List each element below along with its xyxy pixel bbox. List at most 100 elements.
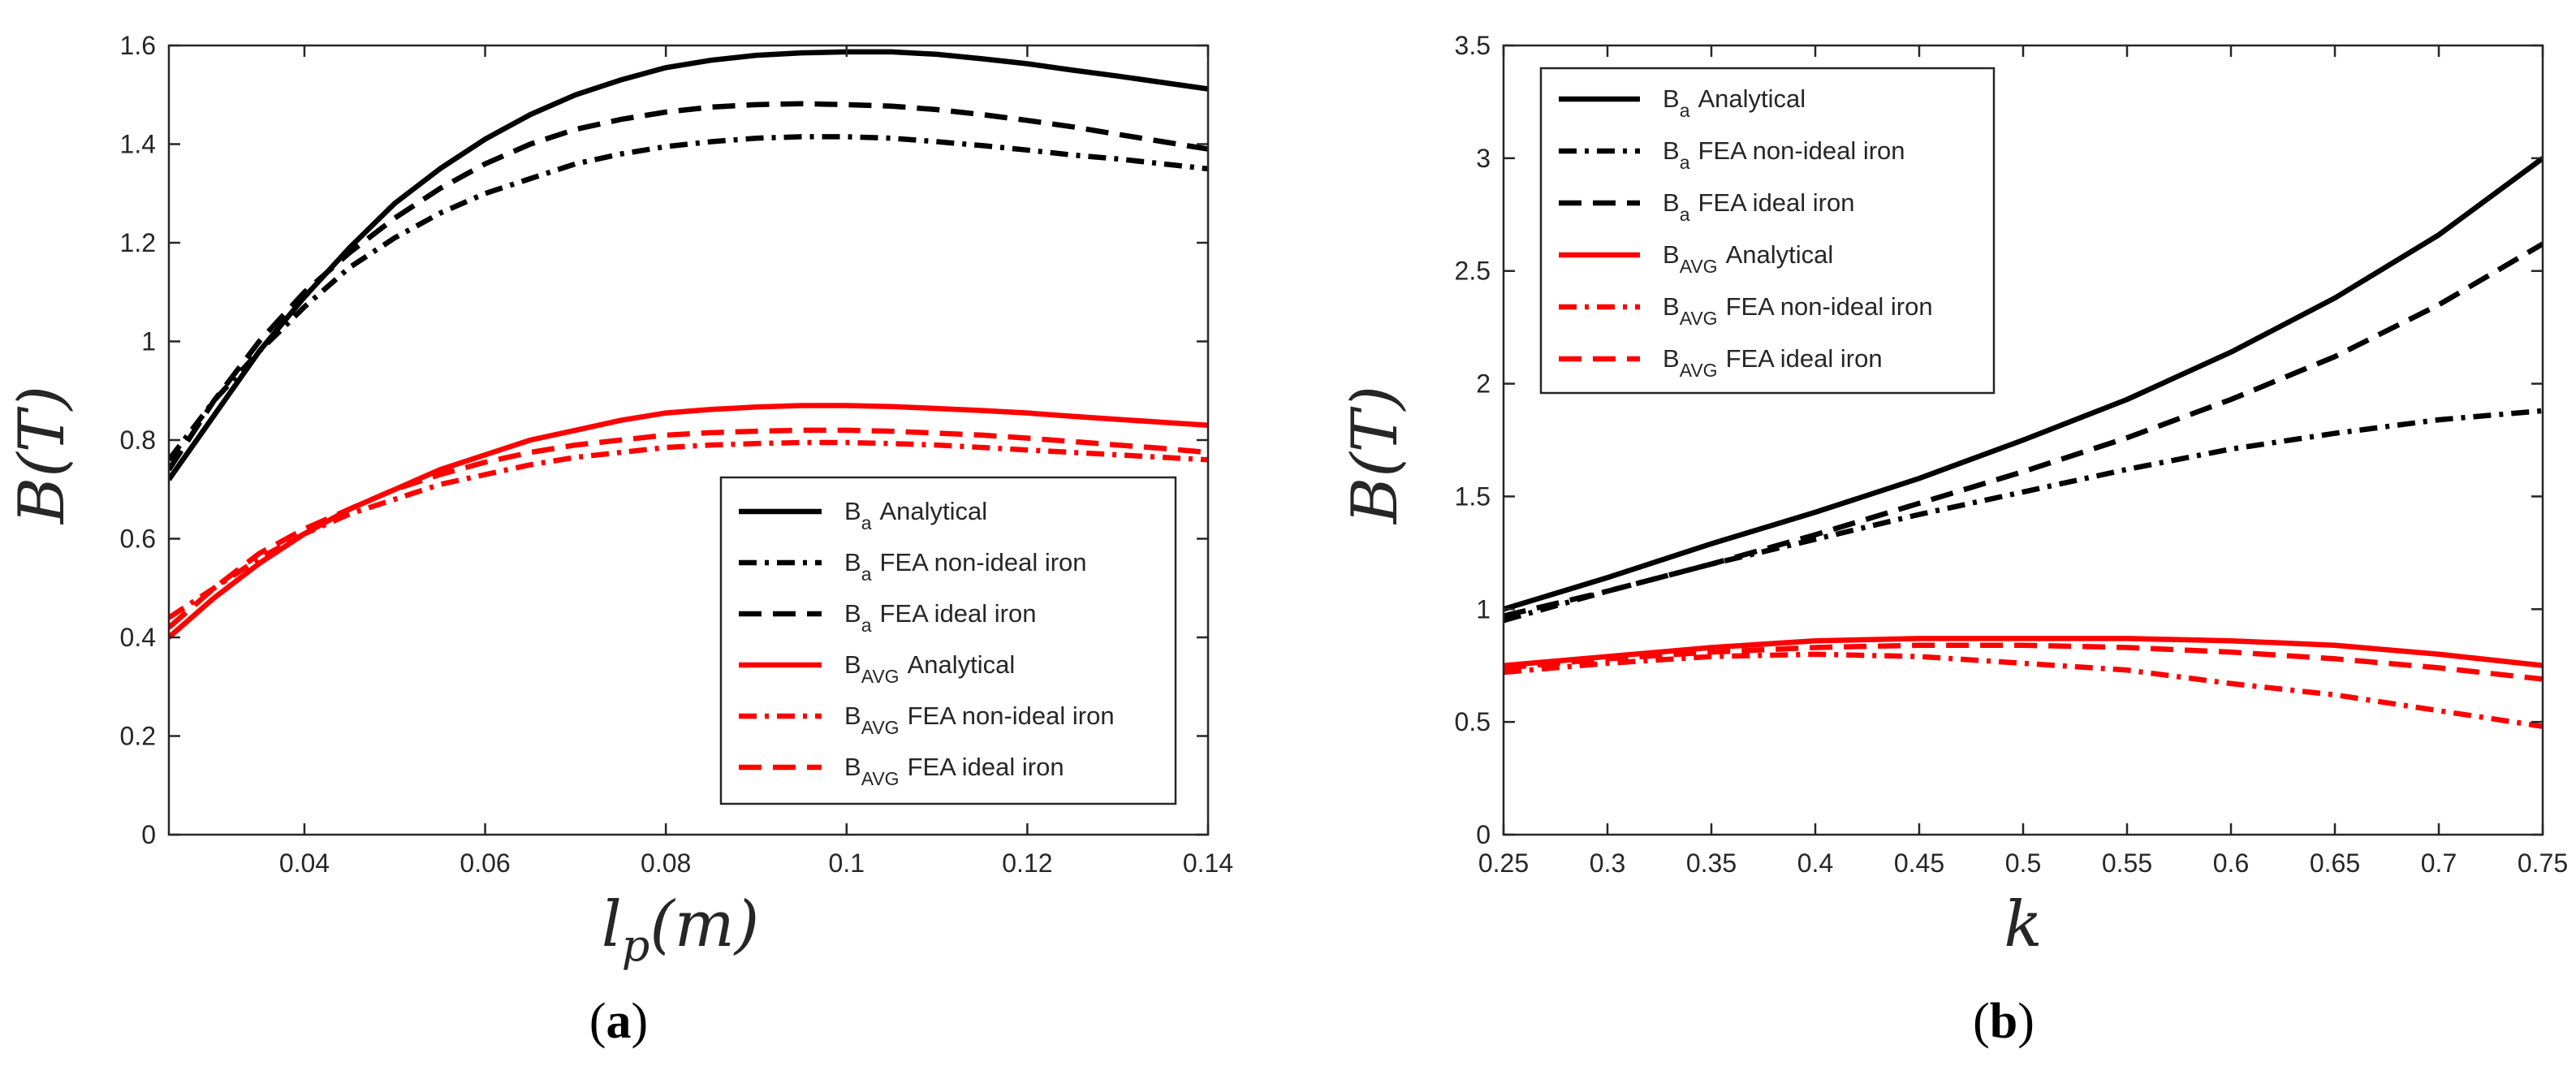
legend-box — [719, 476, 1177, 805]
legend-label-text: FEA non-ideal iron — [908, 702, 1115, 730]
panel-label-open: ( — [589, 994, 606, 1049]
y-tick-label: 0.4 — [120, 623, 156, 652]
legend-label-subscript: AVG — [861, 666, 900, 687]
y-tick-label: 1.4 — [120, 130, 156, 159]
x-tick-label: 0.6 — [2213, 848, 2249, 878]
legend-label-base: B — [844, 497, 861, 525]
y-tick-label: 1.6 — [120, 31, 156, 60]
legend-label-base: B — [1663, 188, 1680, 217]
y-tick-label: 0 — [141, 820, 156, 849]
panel-label-close: ) — [2017, 994, 2034, 1049]
legend-label-subscript: a — [861, 615, 872, 636]
legend-label-text: FEA ideal iron — [879, 599, 1036, 628]
y-tick-label: 0.8 — [120, 425, 156, 455]
legend-label: Ba FEA non-ideal iron — [1663, 136, 1905, 173]
y-tick-label: 2.5 — [1455, 257, 1491, 286]
x-tick-label: 0.25 — [1478, 848, 1529, 878]
series-line — [169, 427, 1208, 630]
y-tick-label: 1.5 — [1455, 481, 1491, 511]
legend-label-base: B — [844, 599, 861, 628]
legend-label-subscript: AVG — [1680, 308, 1718, 329]
legend-label-text: Analytical — [908, 650, 1016, 679]
panel-label-open: ( — [1973, 994, 1990, 1049]
y-tick-label: 0 — [1476, 820, 1491, 849]
legend-box — [1539, 67, 1996, 395]
legend-label-base: B — [1663, 136, 1680, 165]
legend-label-text: FEA ideal iron — [1726, 344, 1883, 373]
legend-label-text: FEA non-ideal iron — [1726, 292, 1933, 321]
y-tick-label: 0.6 — [120, 525, 156, 554]
y-tick-label: 1.2 — [120, 228, 156, 257]
series-line — [1504, 642, 2543, 682]
legend-label-base: B — [844, 548, 861, 576]
x-tick-label: 0.55 — [2102, 848, 2152, 878]
panel-label: (a) — [589, 994, 648, 1049]
legend-label-text: Analytical — [1726, 240, 1834, 269]
x-tick-label: 0.08 — [641, 848, 691, 878]
series-line — [169, 101, 1208, 472]
legend-label-base: B — [844, 650, 861, 679]
legend-label-text: Analytical — [1698, 84, 1806, 113]
panel-a: 0.04 0.06 0.08 0.1 0.12 0.14 0 0.2 0.4 0.6 0.8 1 1.2… — [6, 31, 1233, 1049]
y-tick-label: 0.2 — [120, 722, 156, 751]
legend-label: Ba FEA non-ideal iron — [844, 548, 1087, 585]
y-tick-label: 2 — [1476, 369, 1491, 399]
legend-label-subscript: a — [1680, 204, 1690, 225]
legend-label: Ba FEA ideal iron — [844, 599, 1036, 636]
x-tick-label: 0.4 — [1797, 848, 1833, 878]
legend-label-text: FEA ideal iron — [1698, 188, 1854, 217]
x-tick-label: 0.14 — [1183, 848, 1233, 878]
y-tick-label: 3.5 — [1455, 31, 1491, 60]
legend-label: Ba Analytical — [844, 497, 987, 533]
x-tick-label: 0.65 — [2310, 848, 2360, 878]
series-line — [169, 439, 1208, 620]
legend-label: BAVG FEA non-ideal iron — [844, 702, 1115, 738]
panel-label: (b) — [1973, 994, 2034, 1049]
x-axis-title-base: l — [602, 888, 622, 961]
x-axis-title-rest: (m) — [649, 888, 759, 961]
legend-label-subscript: a — [1680, 100, 1690, 121]
y-tick-label: 0.5 — [1455, 707, 1491, 736]
x-tick-label: 0.7 — [2421, 848, 2457, 878]
x-tick-label: 0.45 — [1894, 848, 1944, 878]
legend-label-text: FEA ideal iron — [908, 753, 1064, 781]
legend-label: BAVG FEA ideal iron — [1663, 344, 1883, 381]
x-tick-label: 0.3 — [1590, 848, 1625, 878]
legend-label: BAVG FEA non-ideal iron — [1663, 292, 1933, 329]
legend-label-text: Analytical — [879, 497, 987, 525]
legend-label-subscript: a — [1680, 152, 1690, 173]
legend-label-base: B — [844, 702, 861, 730]
legend-label: BAVG FEA ideal iron — [844, 753, 1064, 789]
legend-label: Ba FEA ideal iron — [1663, 188, 1854, 225]
panel-b: 0.25 0.3 0.35 0.4 0.45 0.5 0.55 0.6 0.65 0.7 0.75 0… — [1339, 31, 2568, 1049]
legend-label-base: B — [844, 753, 861, 781]
legend-label-base: B — [1663, 292, 1680, 321]
x-tick-label: 0.1 — [829, 848, 865, 878]
series-line — [1504, 651, 2543, 729]
legend-label-base: B — [1663, 240, 1680, 269]
x-tick-label: 0.75 — [2518, 848, 2568, 878]
x-tick-label: 0.35 — [1686, 848, 1737, 878]
legend-label-base: B — [1663, 344, 1680, 373]
legend-label-subscript: a — [861, 563, 872, 585]
legend-label-subscript: AVG — [861, 717, 900, 738]
x-tick-label: 0.06 — [460, 848, 510, 878]
series-line — [1504, 156, 2543, 612]
legend-label-subscript: a — [861, 512, 872, 533]
x-tick-label: 0.12 — [1002, 848, 1052, 878]
y-tick-label: 3 — [1476, 144, 1491, 173]
y-axis-title: B(T) — [1339, 386, 1412, 525]
legend-label-base: B — [1663, 84, 1680, 113]
panel-label-letter: a — [606, 994, 632, 1049]
legend-label: BAVG Analytical — [1663, 240, 1833, 277]
y-tick-label: 1 — [141, 327, 156, 356]
panel-label-close: ) — [632, 994, 649, 1049]
legend-label-text: FEA non-ideal iron — [879, 548, 1086, 576]
legend-label-subscript: AVG — [1680, 360, 1718, 381]
legend-label: Ba Analytical — [1663, 84, 1806, 121]
y-axis-title: B(T) — [6, 386, 79, 525]
x-axis-title: k — [2004, 888, 2042, 961]
x-axis-title: lp(m) — [602, 888, 759, 971]
legend-label-text: FEA non-ideal iron — [1698, 136, 1905, 165]
